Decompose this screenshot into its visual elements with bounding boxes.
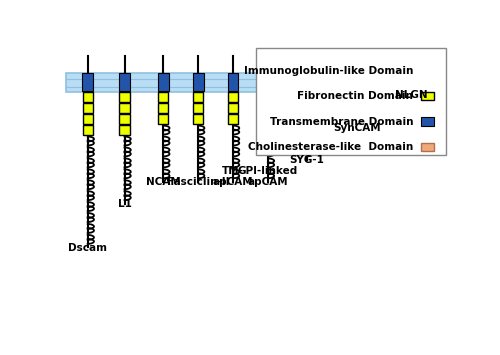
FancyBboxPatch shape bbox=[193, 103, 203, 113]
Text: NCAM: NCAM bbox=[146, 177, 180, 187]
FancyBboxPatch shape bbox=[421, 118, 434, 126]
FancyBboxPatch shape bbox=[158, 73, 168, 91]
FancyBboxPatch shape bbox=[193, 92, 203, 103]
FancyBboxPatch shape bbox=[120, 92, 130, 103]
FancyBboxPatch shape bbox=[263, 92, 273, 103]
FancyBboxPatch shape bbox=[82, 103, 92, 113]
FancyBboxPatch shape bbox=[301, 73, 312, 91]
Text: Dscam: Dscam bbox=[68, 243, 107, 253]
FancyBboxPatch shape bbox=[158, 103, 168, 113]
FancyBboxPatch shape bbox=[119, 73, 130, 91]
Text: SynCAM: SynCAM bbox=[333, 122, 381, 132]
FancyBboxPatch shape bbox=[228, 92, 238, 103]
Text: TM-
apCAM: TM- apCAM bbox=[212, 165, 254, 187]
FancyBboxPatch shape bbox=[82, 114, 92, 124]
FancyBboxPatch shape bbox=[120, 125, 130, 135]
FancyBboxPatch shape bbox=[82, 125, 92, 135]
Text: SYG-1: SYG-1 bbox=[289, 155, 324, 165]
FancyBboxPatch shape bbox=[82, 92, 92, 103]
FancyBboxPatch shape bbox=[228, 114, 238, 124]
Text: Transmembrane Domain: Transmembrane Domain bbox=[270, 116, 413, 127]
FancyBboxPatch shape bbox=[402, 92, 420, 149]
FancyBboxPatch shape bbox=[263, 103, 273, 113]
Text: Cholinesterase-like  Domain: Cholinesterase-like Domain bbox=[248, 142, 413, 152]
FancyBboxPatch shape bbox=[302, 103, 312, 113]
FancyBboxPatch shape bbox=[120, 103, 130, 113]
FancyBboxPatch shape bbox=[406, 73, 416, 91]
FancyBboxPatch shape bbox=[256, 48, 446, 155]
FancyBboxPatch shape bbox=[192, 73, 203, 91]
FancyBboxPatch shape bbox=[158, 92, 168, 103]
Text: GPI-linked
apCAM: GPI-linked apCAM bbox=[238, 165, 298, 187]
FancyBboxPatch shape bbox=[120, 114, 130, 124]
FancyBboxPatch shape bbox=[263, 114, 273, 124]
Text: Immunoglobulin-like Domain: Immunoglobulin-like Domain bbox=[244, 66, 413, 76]
FancyBboxPatch shape bbox=[66, 73, 442, 92]
FancyBboxPatch shape bbox=[421, 92, 434, 100]
FancyBboxPatch shape bbox=[228, 103, 238, 113]
FancyBboxPatch shape bbox=[421, 143, 434, 151]
FancyBboxPatch shape bbox=[228, 73, 238, 91]
FancyBboxPatch shape bbox=[193, 114, 203, 124]
FancyBboxPatch shape bbox=[82, 73, 93, 91]
Text: L1: L1 bbox=[118, 199, 132, 209]
FancyBboxPatch shape bbox=[352, 73, 362, 91]
Text: Fibronectin Domain: Fibronectin Domain bbox=[298, 91, 413, 101]
FancyBboxPatch shape bbox=[158, 114, 168, 124]
Text: Fasciclin-II: Fasciclin-II bbox=[167, 177, 230, 187]
Text: NLGN: NLGN bbox=[395, 90, 428, 100]
FancyBboxPatch shape bbox=[302, 92, 312, 103]
